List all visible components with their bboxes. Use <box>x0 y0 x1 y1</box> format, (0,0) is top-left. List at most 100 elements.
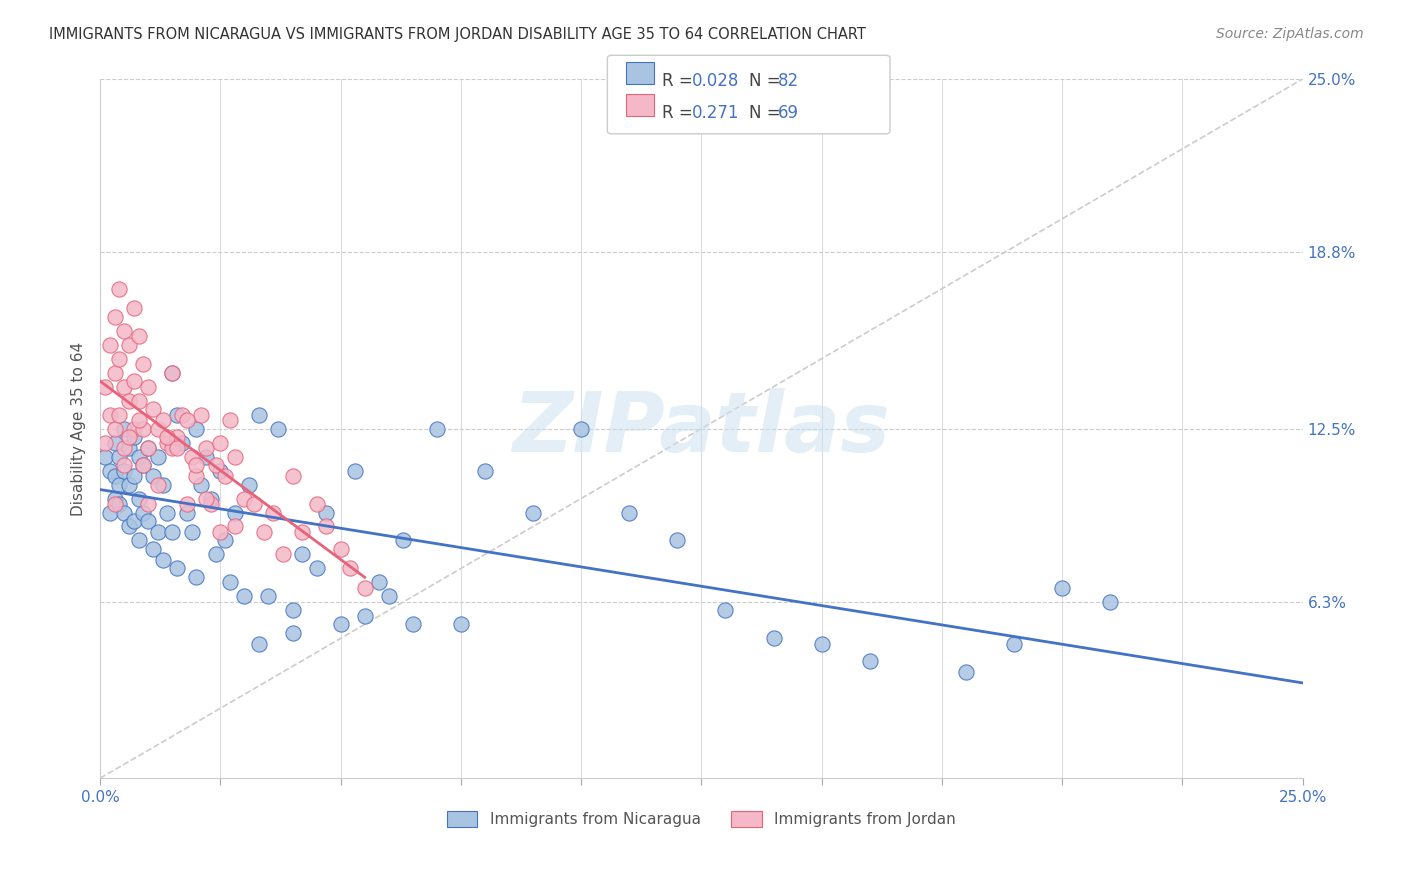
Point <box>152 413 174 427</box>
Point <box>162 441 184 455</box>
Point <box>1050 581 1073 595</box>
Point <box>112 458 135 472</box>
Point <box>112 324 135 338</box>
Point <box>200 497 222 511</box>
Point <box>200 491 222 506</box>
Point <box>122 514 145 528</box>
Text: Source: ZipAtlas.com: Source: ZipAtlas.com <box>1216 27 1364 41</box>
Point <box>118 337 141 351</box>
Point <box>98 464 121 478</box>
Point <box>291 525 314 540</box>
Point <box>450 617 472 632</box>
Point <box>112 421 135 435</box>
Point <box>146 525 169 540</box>
Point <box>219 575 242 590</box>
Point <box>305 561 328 575</box>
Point <box>329 541 352 556</box>
Point <box>257 590 280 604</box>
Point <box>128 413 150 427</box>
Point <box>166 430 188 444</box>
Point <box>955 665 977 679</box>
Point <box>194 491 217 506</box>
Point <box>108 450 131 464</box>
Point <box>108 477 131 491</box>
Point <box>94 379 117 393</box>
Point <box>281 603 304 617</box>
Point <box>214 469 236 483</box>
Point <box>152 477 174 491</box>
Point <box>122 374 145 388</box>
Point <box>186 421 208 435</box>
Point <box>209 464 232 478</box>
Legend: Immigrants from Nicaragua, Immigrants from Jordan: Immigrants from Nicaragua, Immigrants fr… <box>441 805 962 833</box>
Point <box>118 441 141 455</box>
Point <box>162 366 184 380</box>
Point <box>209 435 232 450</box>
Point <box>103 435 125 450</box>
Point <box>262 506 284 520</box>
Point <box>233 590 256 604</box>
Text: 82: 82 <box>778 72 799 90</box>
Text: N =: N = <box>749 72 786 90</box>
Point <box>474 464 496 478</box>
Point <box>122 301 145 316</box>
Point <box>176 413 198 427</box>
Text: IMMIGRANTS FROM NICARAGUA VS IMMIGRANTS FROM JORDAN DISABILITY AGE 35 TO 64 CORR: IMMIGRANTS FROM NICARAGUA VS IMMIGRANTS … <box>49 27 866 42</box>
Text: N =: N = <box>749 104 786 122</box>
Point <box>136 497 159 511</box>
Point <box>94 435 117 450</box>
Point <box>426 421 449 435</box>
Point <box>112 379 135 393</box>
Text: 69: 69 <box>778 104 799 122</box>
Point <box>162 525 184 540</box>
Point <box>233 491 256 506</box>
Point <box>166 441 188 455</box>
Point <box>329 617 352 632</box>
Point <box>315 506 337 520</box>
Point <box>136 379 159 393</box>
Point <box>186 469 208 483</box>
Point <box>267 421 290 435</box>
Point <box>162 366 184 380</box>
Point <box>108 351 131 366</box>
Point <box>281 469 304 483</box>
Point <box>353 581 375 595</box>
Point <box>170 408 193 422</box>
Point <box>253 525 276 540</box>
Point <box>108 408 131 422</box>
Point <box>103 366 125 380</box>
Point <box>156 506 179 520</box>
Point <box>98 408 121 422</box>
Point <box>136 441 159 455</box>
Point <box>224 450 246 464</box>
Point <box>619 506 641 520</box>
Point <box>112 506 135 520</box>
Point <box>152 553 174 567</box>
Point <box>339 561 361 575</box>
Point <box>103 310 125 324</box>
Point <box>170 435 193 450</box>
Point <box>402 617 425 632</box>
Point <box>128 329 150 343</box>
Point <box>103 469 125 483</box>
Point <box>224 519 246 533</box>
Point <box>186 458 208 472</box>
Point <box>132 506 155 520</box>
Point <box>103 421 125 435</box>
Point <box>666 533 689 548</box>
Point <box>305 497 328 511</box>
Text: 0.028: 0.028 <box>692 72 740 90</box>
Point <box>142 469 165 483</box>
Point <box>128 450 150 464</box>
Point <box>128 393 150 408</box>
Point <box>136 441 159 455</box>
Point <box>156 435 179 450</box>
Point <box>176 506 198 520</box>
Point <box>108 497 131 511</box>
Point <box>377 590 399 604</box>
Point <box>98 506 121 520</box>
Point <box>569 421 592 435</box>
Point <box>142 541 165 556</box>
Point <box>810 637 832 651</box>
Point <box>103 491 125 506</box>
